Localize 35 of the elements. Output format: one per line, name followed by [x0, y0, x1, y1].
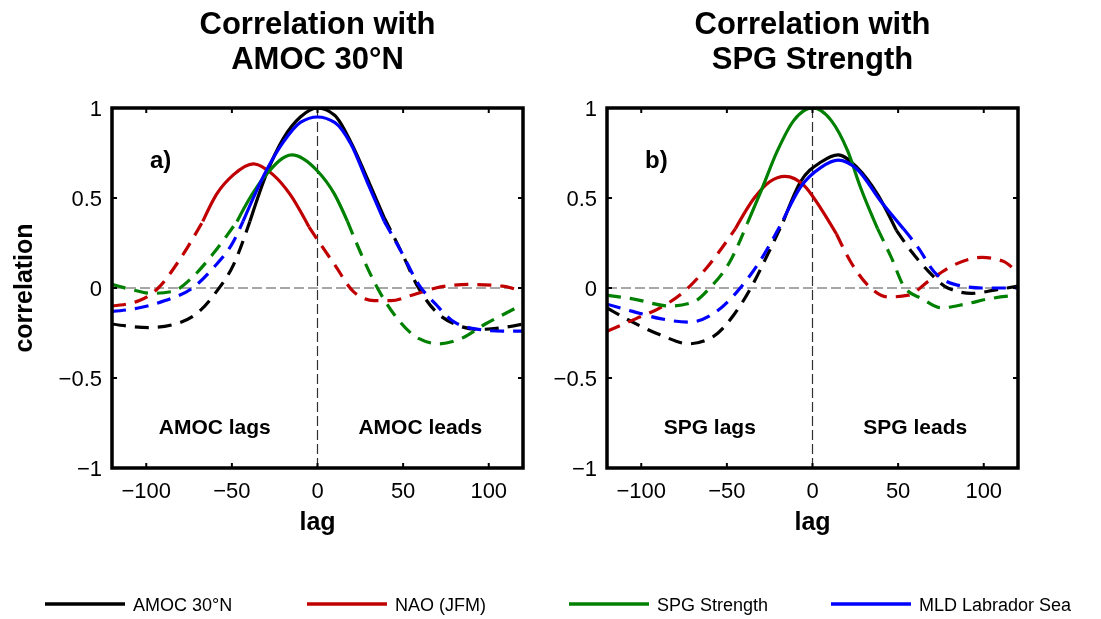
y-tick-label: −0.5 [553, 366, 597, 391]
x-tick-label: 100 [470, 478, 508, 503]
y-tick-label: 0 [89, 276, 102, 301]
x-tick-label: 0 [806, 478, 819, 503]
x-tick-label: 0 [311, 478, 324, 503]
x-tick-label: −100 [616, 478, 667, 503]
y-tick-label: 0 [584, 276, 597, 301]
y-tick-label: −0.5 [58, 366, 102, 391]
x-tick-label: 100 [965, 478, 1003, 503]
x-tick-label: −50 [213, 478, 251, 503]
chart-title: Correlation with SPG Strength [694, 6, 931, 76]
annotation: a) [150, 146, 172, 173]
x-tick-label: 50 [885, 478, 911, 503]
annotation: b) [645, 146, 668, 173]
y-tick-label: 1 [89, 96, 102, 121]
y-tick-label: 0.5 [71, 186, 102, 211]
annotation: AMOC leads [358, 415, 483, 438]
legend-label: MLD Labrador Sea [919, 595, 1073, 615]
x-tick-label: −50 [708, 478, 746, 503]
annotation: SPG leads [863, 415, 968, 438]
y-tick-label: 1 [584, 96, 597, 121]
y-axis-title: correlation [9, 223, 37, 353]
x-axis-title: lag [299, 507, 336, 535]
annotation: AMOC lags [158, 415, 271, 438]
chart-title: Correlation with AMOC 30°N [199, 6, 436, 76]
x-tick-label: 50 [390, 478, 416, 503]
y-tick-label: −1 [76, 456, 102, 481]
legend-label: NAO (JFM) [395, 595, 486, 615]
y-tick-label: 0.5 [566, 186, 597, 211]
legend-label: SPG Strength [657, 595, 769, 615]
annotation: SPG lags [663, 415, 756, 438]
x-tick-label: −100 [121, 478, 172, 503]
legend-label: AMOC 30°N [133, 595, 233, 615]
x-axis-title: lag [794, 507, 831, 535]
y-tick-label: −1 [571, 456, 597, 481]
